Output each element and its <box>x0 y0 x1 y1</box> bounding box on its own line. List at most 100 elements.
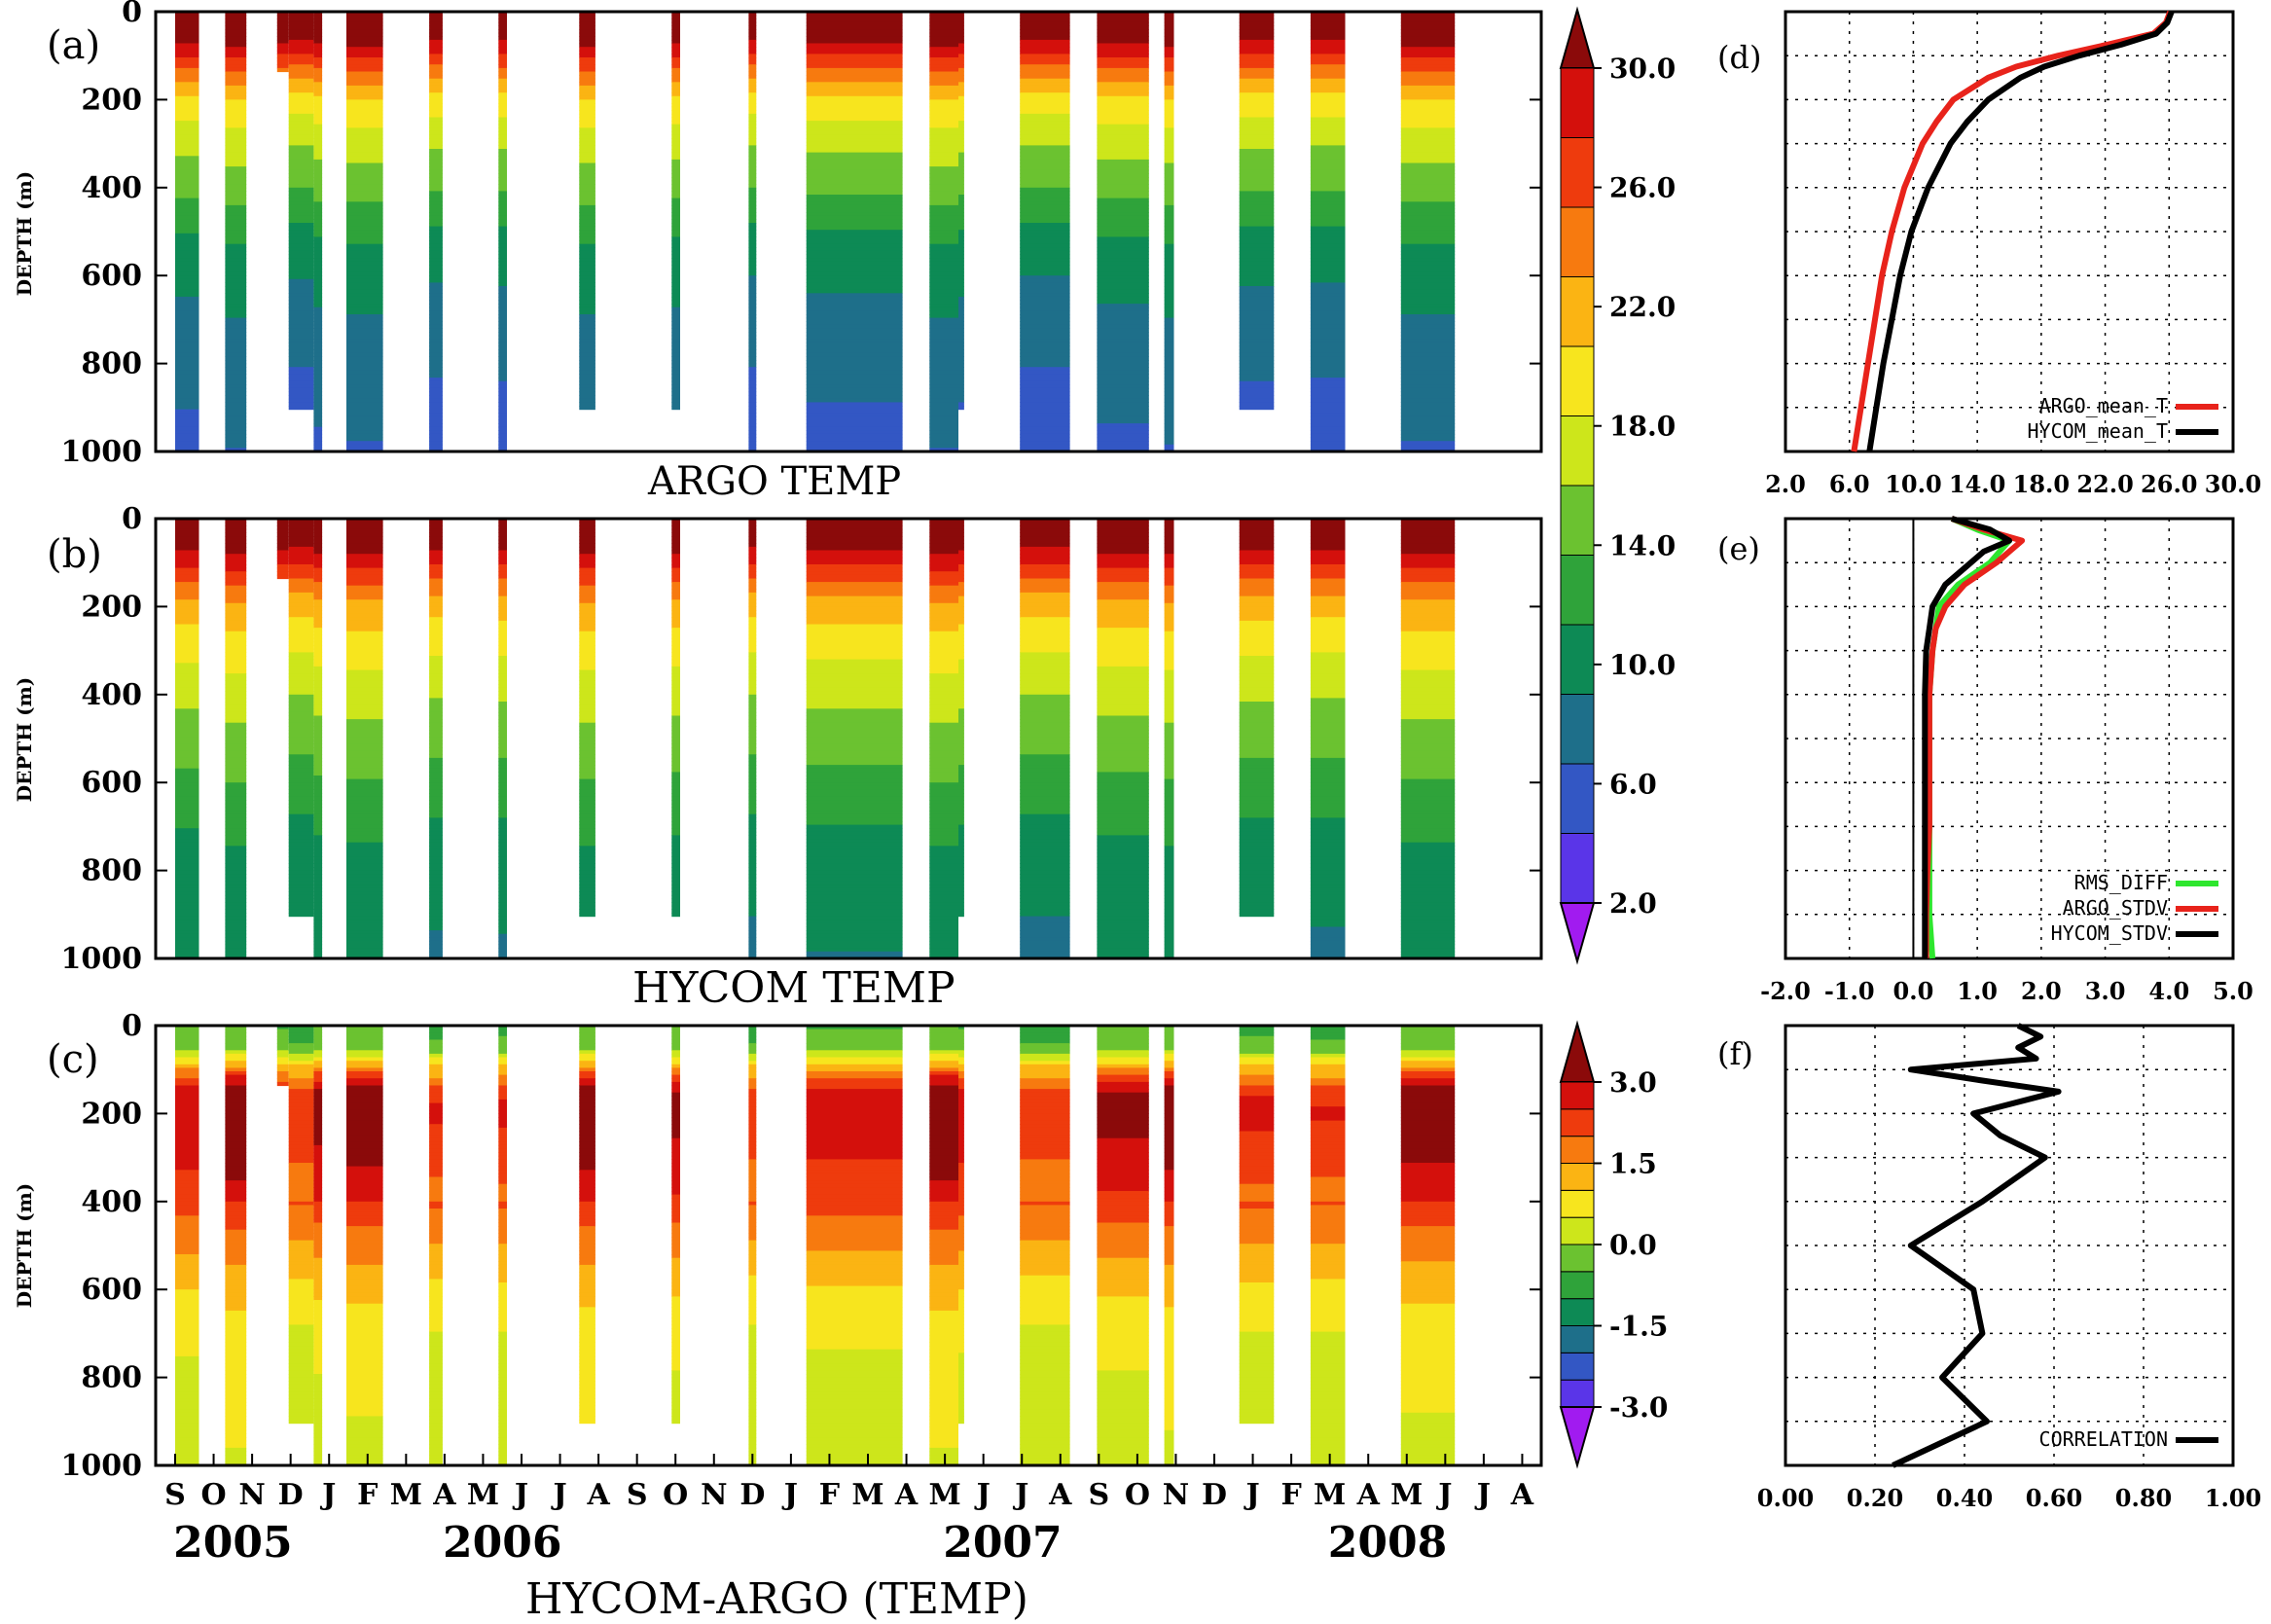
heat-cell <box>1310 610 1346 615</box>
heat-cell <box>671 698 680 703</box>
heat-cell <box>313 367 323 372</box>
heat-cell <box>346 103 383 108</box>
heat-cell <box>313 106 323 111</box>
heat-cell <box>225 367 247 372</box>
heat-cell <box>806 613 903 618</box>
heat-cell <box>1164 811 1174 815</box>
heat-cell <box>1164 180 1174 185</box>
heat-cell <box>498 215 507 220</box>
heat-cell <box>1310 145 1346 150</box>
heat-cell <box>1310 761 1346 766</box>
heat-cell <box>1164 817 1174 822</box>
heat-cell <box>1310 656 1346 661</box>
heat-cell <box>276 57 289 62</box>
heat-cell <box>1400 75 1456 80</box>
heat-cell <box>748 419 757 424</box>
heat-cell <box>671 582 680 587</box>
heat-cell <box>1400 32 1456 37</box>
heat-cell <box>929 75 958 80</box>
heat-cell <box>498 525 507 530</box>
heat-cell <box>958 230 964 235</box>
heat-cell <box>346 342 383 347</box>
heat-cell <box>346 785 383 790</box>
heat-cell <box>288 367 314 372</box>
heat-cell <box>1239 733 1275 738</box>
heat-cell <box>1020 891 1070 896</box>
heat-cell <box>929 282 958 287</box>
heat-cell <box>1097 560 1149 565</box>
heat-cell <box>1097 444 1149 449</box>
heat-cell <box>346 817 383 822</box>
heat-cell <box>748 78 757 83</box>
heat-cell <box>175 1328 199 1333</box>
heat-cell <box>1310 314 1346 319</box>
heat-cell <box>225 539 247 544</box>
heat-cell <box>225 715 247 720</box>
heat-cell <box>288 606 314 611</box>
heat-cell <box>175 1374 199 1379</box>
heat-cell <box>313 835 323 840</box>
heat-cell <box>929 571 958 576</box>
heat-cell <box>671 536 680 541</box>
heat-cell <box>288 289 314 294</box>
heat-cell <box>1097 645 1149 650</box>
heat-cell <box>225 528 247 533</box>
heat-cell <box>1164 184 1174 189</box>
heat-cell <box>806 898 903 903</box>
heat-cell <box>1097 916 1149 920</box>
heat-cell <box>225 894 247 900</box>
heat-cell <box>1239 528 1275 533</box>
heat-cell <box>429 121 443 126</box>
heat-cell <box>498 258 507 263</box>
heat-cell <box>1239 813 1275 818</box>
heat-cell <box>346 539 383 544</box>
heat-cell <box>958 380 964 385</box>
heat-cell <box>1097 345 1149 350</box>
heat-cell <box>806 289 903 294</box>
heat-cell <box>498 349 507 354</box>
heat-cell <box>225 360 247 365</box>
heat-cell <box>429 757 443 763</box>
heat-cell <box>1164 89 1174 93</box>
heat-cell <box>313 233 323 237</box>
heat-cell <box>429 733 443 738</box>
heat-cell <box>175 1120 199 1125</box>
heat-cell <box>929 839 958 844</box>
heat-cell <box>748 859 757 864</box>
heat-cell <box>671 173 680 178</box>
heat-cell <box>1020 335 1070 340</box>
heat-cell <box>671 321 680 326</box>
heat-cell <box>929 554 958 559</box>
heat-cell <box>225 831 247 836</box>
heat-cell <box>1020 433 1070 439</box>
heat-cell <box>579 149 595 154</box>
heat-cell <box>346 187 383 192</box>
heat-cell <box>225 628 247 632</box>
heat-cell <box>1164 145 1174 150</box>
heat-cell <box>671 894 680 900</box>
heat-cell <box>1239 89 1275 93</box>
heat-cell <box>225 659 247 664</box>
heat-cell <box>346 926 383 931</box>
heat-cell <box>1164 82 1174 87</box>
heat-cell <box>1310 680 1346 685</box>
heat-cell <box>313 704 323 709</box>
heat-cell <box>929 673 958 678</box>
heat-cell <box>498 236 507 241</box>
heat-cell <box>288 345 314 350</box>
heat-cell <box>1239 546 1275 552</box>
heat-cell <box>1239 550 1275 555</box>
heat-cell <box>1400 406 1456 411</box>
heat-cell <box>346 85 383 90</box>
heat-cell <box>671 50 680 54</box>
heat-cell <box>1097 367 1149 372</box>
heat-cell <box>579 233 595 237</box>
heat-cell <box>225 557 247 561</box>
heat-cell <box>1239 169 1275 174</box>
heat-cell <box>313 884 323 889</box>
heat-cell <box>225 141 247 146</box>
heat-cell <box>1097 887 1149 892</box>
heat-cell <box>1310 54 1346 58</box>
heat-cell <box>1400 269 1456 273</box>
heat-cell <box>1097 884 1149 889</box>
